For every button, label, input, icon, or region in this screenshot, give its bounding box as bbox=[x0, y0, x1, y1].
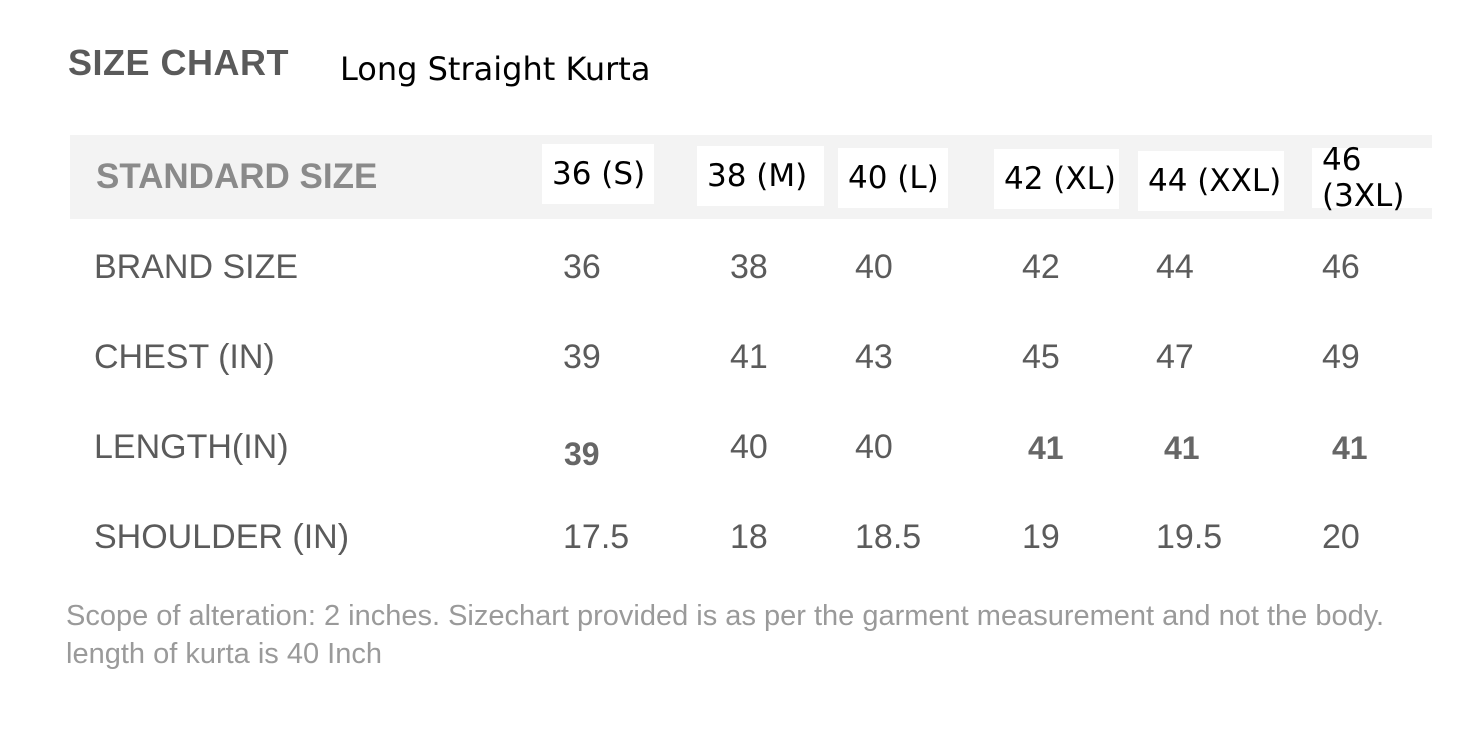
row-label: LENGTH(IN) bbox=[94, 428, 289, 466]
table-cell: 49 bbox=[1322, 338, 1360, 376]
table-cell: 46 bbox=[1322, 248, 1360, 286]
row-label: SHOULDER (IN) bbox=[94, 518, 350, 556]
size-header-cell: 44 (XXL) bbox=[1138, 151, 1284, 211]
table-cell: 42 bbox=[1022, 248, 1060, 286]
size-header-cell: 42 (XL) bbox=[994, 149, 1119, 209]
table-cell: 40 bbox=[855, 248, 893, 286]
table-cell: 38 bbox=[730, 248, 768, 286]
table-cell: 18 bbox=[730, 518, 768, 556]
table-cell: 41 bbox=[1164, 430, 1200, 466]
table-cell: 17.5 bbox=[563, 518, 630, 556]
row-label: BRAND SIZE bbox=[94, 248, 299, 286]
standard-size-label: STANDARD SIZE bbox=[96, 157, 378, 196]
table-cell: 47 bbox=[1156, 338, 1194, 376]
product-title: Long Straight Kurta bbox=[340, 50, 651, 88]
table-cell: 18.5 bbox=[855, 518, 922, 556]
size-header-cell: 40 (L) bbox=[838, 148, 948, 208]
table-cell: 19 bbox=[1022, 518, 1060, 556]
table-cell: 20 bbox=[1322, 518, 1360, 556]
table-cell: 40 bbox=[730, 428, 768, 466]
size-header-cell: 46 (3XL) bbox=[1312, 142, 1452, 214]
size-chart-note: Scope of alteration: 2 inches. Sizechart… bbox=[66, 600, 1385, 670]
table-cell: 41 bbox=[1028, 430, 1064, 466]
row-label: CHEST (IN) bbox=[94, 338, 275, 376]
table-cell: 43 bbox=[855, 338, 893, 376]
size-header-cell: 38 (M) bbox=[697, 146, 824, 206]
table-cell: 39 bbox=[564, 436, 600, 472]
table-cell: 41 bbox=[1332, 430, 1368, 466]
table-cell: 41 bbox=[730, 338, 768, 376]
table-cell: 19.5 bbox=[1156, 518, 1223, 556]
table-cell: 36 bbox=[563, 248, 601, 286]
size-chart-heading: SIZE CHART bbox=[68, 42, 289, 83]
table-cell: 39 bbox=[563, 338, 601, 376]
table-cell: 40 bbox=[855, 428, 893, 466]
size-header-cell: 36 (S) bbox=[542, 144, 654, 204]
table-cell: 45 bbox=[1022, 338, 1060, 376]
table-cell: 44 bbox=[1156, 248, 1194, 286]
